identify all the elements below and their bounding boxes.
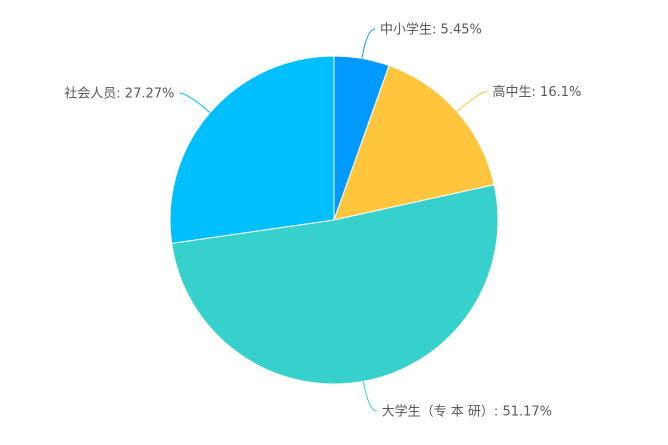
data-label-0: 中小学生: 5.45% <box>380 21 482 37</box>
data-label-3: 社会人员: 27.27% <box>64 85 174 101</box>
label-line-2 <box>362 381 377 412</box>
data-label-1: 高中生: 16.1% <box>493 84 582 100</box>
data-label-2: 大学生（专 本 研）: 51.17% <box>382 403 552 419</box>
label-line-3 <box>179 92 211 113</box>
label-line-1 <box>456 91 488 112</box>
pie-slice-3[interactable] <box>169 55 335 244</box>
pie-slice-2[interactable] <box>171 184 499 385</box>
label-line-0 <box>361 28 376 59</box>
